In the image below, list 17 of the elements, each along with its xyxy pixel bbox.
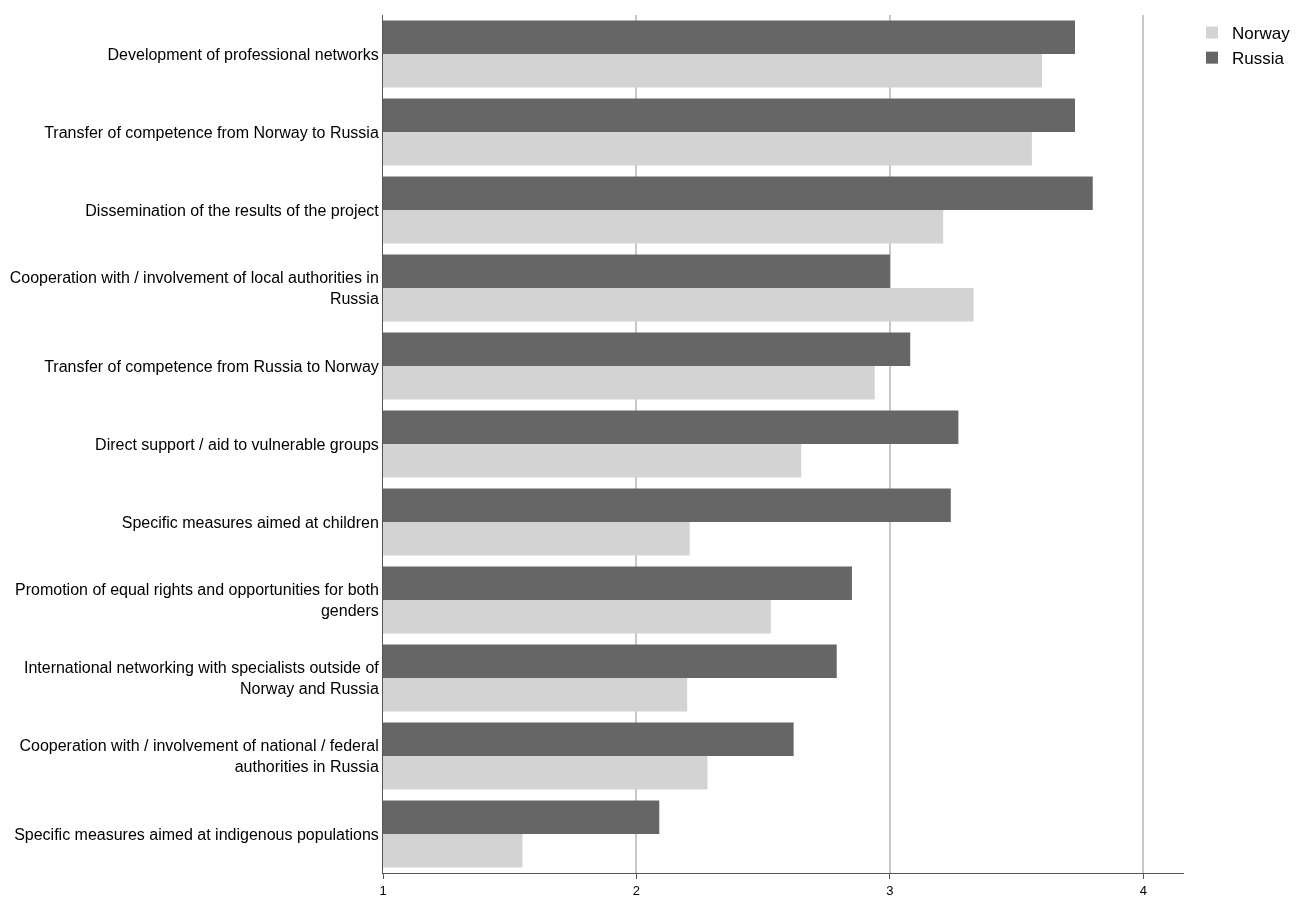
y-tick-label: Cooperation with / involvement of national / federal authorities in Russia bbox=[19, 737, 379, 775]
y-tick-label: Development of professional networks bbox=[107, 45, 379, 63]
y-tick-label: Direct support / aid to vulnerable groups bbox=[95, 435, 379, 453]
y-tick-label: Promotion of equal rights and opportunities for both genders bbox=[15, 581, 379, 619]
x-tick-label: 4 bbox=[1139, 882, 1148, 898]
legend-label: Russia bbox=[1232, 49, 1285, 69]
legend-label: Norway bbox=[1232, 24, 1291, 44]
x-tick-label: 1 bbox=[379, 882, 387, 898]
y-tick-label: Transfer of competence from Norway to Russia bbox=[44, 123, 379, 141]
y-tick-label: Transfer of competence from Russia to Norway bbox=[44, 357, 379, 375]
y-tick-label: Specific measures aimed at indigenous populations bbox=[14, 825, 379, 843]
y-tick-label: Dissemination of the results of the project bbox=[85, 201, 380, 219]
x-tick-label: 3 bbox=[886, 882, 894, 898]
y-tick-label: Specific measures aimed at children bbox=[121, 513, 379, 531]
y-tick-label: International networking with specialists outside of Norway and Russia bbox=[23, 659, 380, 697]
y-tick-label: Cooperation with / involvement of local authorities in Russia bbox=[9, 269, 379, 307]
x-tick-label: 2 bbox=[632, 882, 641, 898]
